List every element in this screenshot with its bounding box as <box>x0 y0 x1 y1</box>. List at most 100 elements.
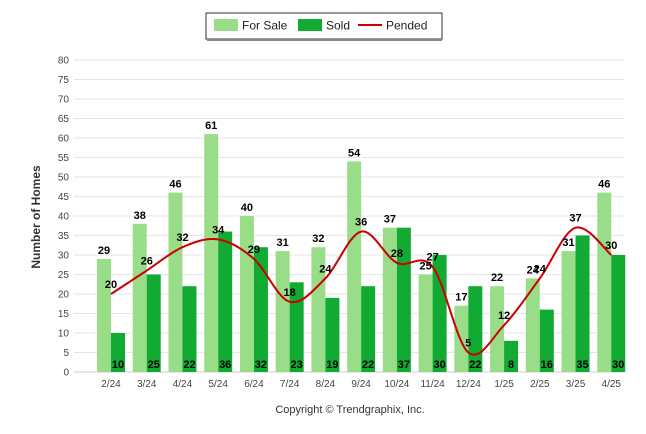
for-sale-bar <box>382 227 397 372</box>
y-tick-label: 5 <box>63 348 69 359</box>
x-tick-label: 10/24 <box>384 379 409 390</box>
sold-label: 36 <box>219 359 231 371</box>
sold-bar <box>611 255 626 372</box>
sold-label: 22 <box>469 359 481 371</box>
sold-bar <box>539 309 554 372</box>
for-sale-label: 37 <box>384 214 396 226</box>
legend-item-sold: Sold <box>326 19 350 33</box>
y-axis-title: Number of Homes <box>29 165 43 269</box>
y-tick-label: 10 <box>58 329 70 340</box>
sold-label: 25 <box>148 359 160 371</box>
for-sale-bar <box>97 258 111 372</box>
for-sale-bar <box>168 192 183 372</box>
for-sale-bar <box>239 216 254 372</box>
for-sale-label: 24 <box>527 264 540 276</box>
y-tick-label: 0 <box>63 368 69 379</box>
pended-line-path <box>110 226 612 356</box>
for-sale-label: 46 <box>169 179 181 191</box>
for-sale-label: 54 <box>348 147 361 159</box>
sold-label: 10 <box>112 359 124 371</box>
y-axis: 0 5 10 15 20 25 30 35 40 45 50 55 60 65 70 75 80 <box>58 56 70 379</box>
y-tick-label: 75 <box>58 75 70 86</box>
x-tick-label: 3/25 <box>566 379 586 390</box>
sold-label: 30 <box>433 359 445 371</box>
y-tick-label: 60 <box>58 134 70 145</box>
y-tick-label: 65 <box>58 114 70 125</box>
y-tick-label: 80 <box>58 56 70 67</box>
pended-label: 28 <box>391 248 403 260</box>
sold-bar <box>253 247 268 372</box>
legend-swatch <box>298 19 322 31</box>
copyright-text: Copyright © Trendgraphix, Inc. <box>275 404 424 416</box>
sold-label: 35 <box>576 359 588 371</box>
for-sale-label: 46 <box>598 179 610 191</box>
for-sale-label: 38 <box>134 210 146 222</box>
y-tick-label: 25 <box>58 270 70 281</box>
y-tick-label: 15 <box>58 309 70 320</box>
sold-bar <box>146 274 161 372</box>
for-sale-label: 32 <box>312 233 324 245</box>
x-tick-label: 11/24 <box>420 379 445 390</box>
pended-line <box>110 226 612 356</box>
for-sale-bar <box>275 251 290 372</box>
sold-bar <box>111 333 125 372</box>
y-tick-label: 40 <box>58 212 70 223</box>
for-sale-label: 25 <box>419 261 431 273</box>
for-sale-label: 31 <box>277 237 289 249</box>
for-sale-label: 40 <box>241 202 253 214</box>
y-tick-label: 30 <box>58 251 70 262</box>
pended-label: 24 <box>319 263 332 275</box>
pended-label: 34 <box>212 224 225 236</box>
pended-label: 20 <box>105 279 117 291</box>
sold-bar <box>361 286 376 372</box>
for-sale-bar <box>311 247 326 372</box>
legend-item-pended: Pended <box>386 19 427 33</box>
bars <box>97 134 626 372</box>
sold-label: 8 <box>508 359 514 371</box>
y-tick-label: 55 <box>58 153 70 164</box>
for-sale-bar <box>418 274 433 372</box>
sold-bar <box>468 286 483 372</box>
x-axis: 2/24 3/24 4/24 5/24 6/24 7/24 8/24 9/24 10/24 11/… <box>101 379 621 390</box>
sold-bar <box>432 255 447 372</box>
sold-label: 30 <box>612 359 624 371</box>
pended-label: 32 <box>176 232 188 244</box>
x-tick-label: 2/24 <box>101 379 121 390</box>
pended-label: 18 <box>284 287 296 299</box>
for-sale-label: 17 <box>455 292 467 304</box>
sold-label: 23 <box>291 359 303 371</box>
legend-item-for-sale: For Sale <box>242 19 288 33</box>
for-sale-label: 31 <box>562 237 574 249</box>
for-sale-bar <box>597 192 612 372</box>
x-tick-label: 1/25 <box>494 379 514 390</box>
data-labels: 29 10 20 38 25 26 46 22 32 61 36 34 40 32 29 31 23 18 32 19… <box>98 120 625 371</box>
for-sale-bar <box>204 134 219 372</box>
pended-label: 30 <box>605 240 617 252</box>
x-tick-label: 3/24 <box>137 379 157 390</box>
sold-label: 22 <box>183 359 195 371</box>
x-tick-label: 4/25 <box>602 379 622 390</box>
legend: For Sale Sold Pended <box>205 12 443 41</box>
for-sale-bar <box>490 286 505 372</box>
y-tick-label: 50 <box>58 173 70 184</box>
for-sale-label: 29 <box>98 245 110 257</box>
y-tick-label: 70 <box>58 95 70 106</box>
sold-bar <box>289 282 304 372</box>
pended-label: 12 <box>498 310 510 322</box>
sold-label: 32 <box>255 359 267 371</box>
x-tick-label: 2/25 <box>530 379 550 390</box>
x-tick-label: 4/24 <box>173 379 193 390</box>
sold-label: 37 <box>398 359 410 371</box>
y-tick-label: 45 <box>58 192 70 203</box>
sold-bar <box>504 340 519 372</box>
x-tick-label: 12/24 <box>456 379 481 390</box>
for-sale-bar <box>132 223 147 372</box>
sold-label: 16 <box>541 359 553 371</box>
for-sale-bar <box>347 161 362 372</box>
sold-bar <box>182 286 197 372</box>
pended-label: 29 <box>248 244 260 256</box>
pended-label: 26 <box>141 256 153 268</box>
x-tick-label: 7/24 <box>280 379 300 390</box>
sold-bar <box>218 231 233 372</box>
